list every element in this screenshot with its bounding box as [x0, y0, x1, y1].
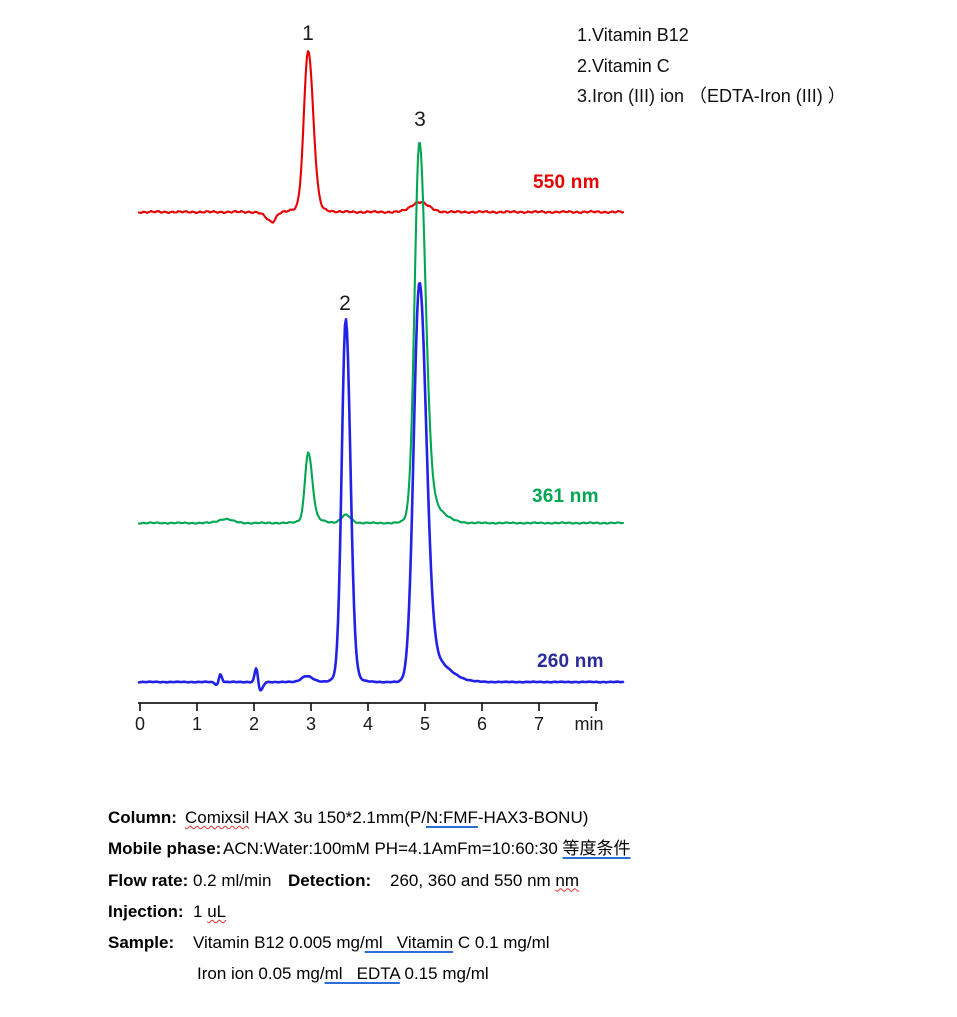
x-tick-label-1: 1	[191, 714, 202, 734]
flow-rate-value: 0.2 ml/min	[193, 870, 272, 890]
wavelength-label-550nm: 550 nm	[533, 172, 600, 193]
sample-edta-conc: 0.15 mg/ml	[399, 964, 489, 984]
sample-b12-value: Vitamin B12 0.005 mg/	[193, 933, 365, 953]
conditions-block: Column: Comixsil HAX 3u 150*2.1mm(P/N:FMF…	[108, 802, 828, 990]
trace-361-nm	[137, 142, 625, 525]
injection-value-misspelled: uL	[207, 901, 227, 921]
injection-label: Injection:	[108, 901, 184, 921]
x-tick-label-2: 2	[248, 714, 259, 734]
condition-mobile-phase: Mobile phase:ACN:Water:100mM PH=4.1AmFm=…	[108, 833, 828, 864]
peak-label-3: 3	[414, 108, 426, 131]
legend-item-vitamin-b12: 1.Vitamin B12	[577, 25, 689, 45]
condition-flow-detection: Flow rate: 0.2 ml/min Detection: 260, 360 a…	[108, 865, 828, 896]
sample-label: Sample:	[108, 933, 175, 953]
detection-label: Detection:	[288, 870, 372, 890]
sample-vitc-value: C 0.1 mg/ml	[453, 933, 550, 953]
flow-rate-label: Flow rate:	[108, 870, 189, 890]
legend: 1.Vitamin B12 2.Vitamin C 3.Iron (III) i…	[577, 20, 846, 112]
column-part-number-link: N:FMF	[425, 808, 478, 827]
column-value: HAX 3u 150*2.1mm(P/	[249, 808, 426, 827]
x-tick-label-0: 0	[134, 714, 145, 734]
x-axis-unit-label: min	[574, 714, 604, 734]
mobile-phase-label: Mobile phase:	[108, 839, 222, 859]
column-value-misspelled: Comixsil	[185, 808, 250, 827]
x-tick-label-3: 3	[305, 714, 316, 734]
trace-260-nm	[137, 281, 625, 692]
x-tick-label-7: 7	[533, 714, 544, 734]
x-tick-label-4: 4	[362, 714, 373, 734]
detection-value: 260, 360 and 550 nm	[390, 870, 556, 890]
trace-550-nm	[137, 50, 625, 224]
x-tick-label-5: 5	[419, 714, 430, 734]
wavelength-label-260nm: 260 nm	[537, 651, 604, 672]
mobile-phase-value: ACN:Water:100mM PH=4.1AmFm=10:60:30	[223, 839, 563, 859]
peak-label-1: 1	[302, 22, 314, 45]
column-value-tail: -HAX3-BONU)	[477, 808, 589, 827]
condition-column: Column: Comixsil HAX 3u 150*2.1mm(P/N:FMF…	[108, 802, 828, 833]
chromatogram-plot	[137, 50, 625, 711]
injection-value: 1	[193, 901, 208, 921]
wavelength-label-361nm: 361 nm	[532, 486, 599, 507]
sample-b12-underlined: ml Vitamin	[364, 933, 454, 953]
condition-sample-line1: Sample: Vitamin B12 0.005 mg/ml Vitamin C…	[108, 927, 828, 958]
x-tick-label-6: 6	[476, 714, 487, 734]
sample-indent	[108, 958, 197, 989]
condition-injection: Injection: 1 uL	[108, 896, 828, 927]
column-label: Column:	[108, 808, 177, 827]
sample-iron-value: Iron ion 0.05 mg/	[197, 964, 325, 984]
condition-sample-line2: Iron ion 0.05 mg/ml EDTA 0.15 mg/ml	[108, 958, 828, 989]
mobile-phase-isocratic-note: 等度条件	[562, 839, 631, 859]
peak-label-2: 2	[339, 292, 351, 315]
detection-value-misspelled: nm	[555, 870, 580, 890]
legend-item-iron-ion: 3.Iron (III) ion （EDTA-Iron (III) ）	[577, 86, 846, 107]
sample-edta-underlined: ml EDTA	[324, 964, 400, 984]
legend-item-vitamin-c: 2.Vitamin C	[577, 55, 670, 76]
